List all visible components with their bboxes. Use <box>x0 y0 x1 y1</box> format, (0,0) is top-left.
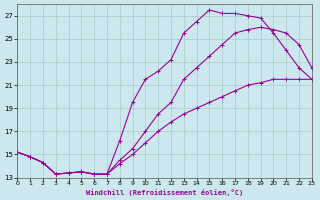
X-axis label: Windchill (Refroidissement éolien,°C): Windchill (Refroidissement éolien,°C) <box>86 189 243 196</box>
